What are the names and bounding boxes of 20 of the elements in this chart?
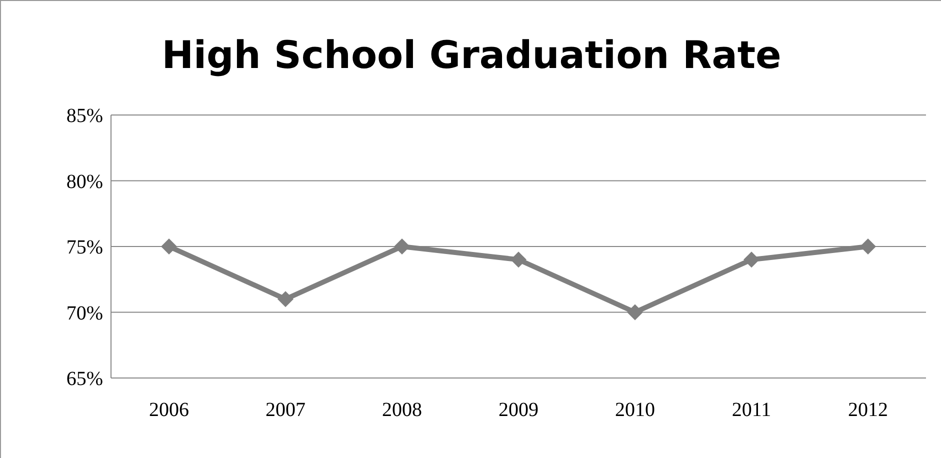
y-tick-label: 85% (66, 105, 103, 128)
x-tick-label: 2008 (382, 399, 422, 422)
y-tick-label: 80% (66, 170, 103, 193)
point (860, 238, 876, 254)
point (510, 252, 526, 268)
point (278, 291, 294, 308)
y-tick-label: 70% (66, 302, 103, 324)
x-tick-label: 2006 (149, 399, 189, 422)
x-tick-label: 2007 (266, 399, 306, 422)
x-tick-label: 2009 (498, 399, 538, 422)
point (744, 252, 760, 268)
point (394, 238, 410, 254)
y-tick-label: 65% (66, 368, 103, 390)
x-tick-label: 2010 (615, 399, 655, 422)
x-tick-label: 2011 (732, 399, 772, 422)
x-tick-label: 2012 (848, 399, 888, 422)
chart-title: High School Graduation Rate (160, 33, 782, 77)
point (161, 238, 177, 254)
y-tick-label: 75% (66, 236, 103, 259)
point (627, 304, 643, 320)
